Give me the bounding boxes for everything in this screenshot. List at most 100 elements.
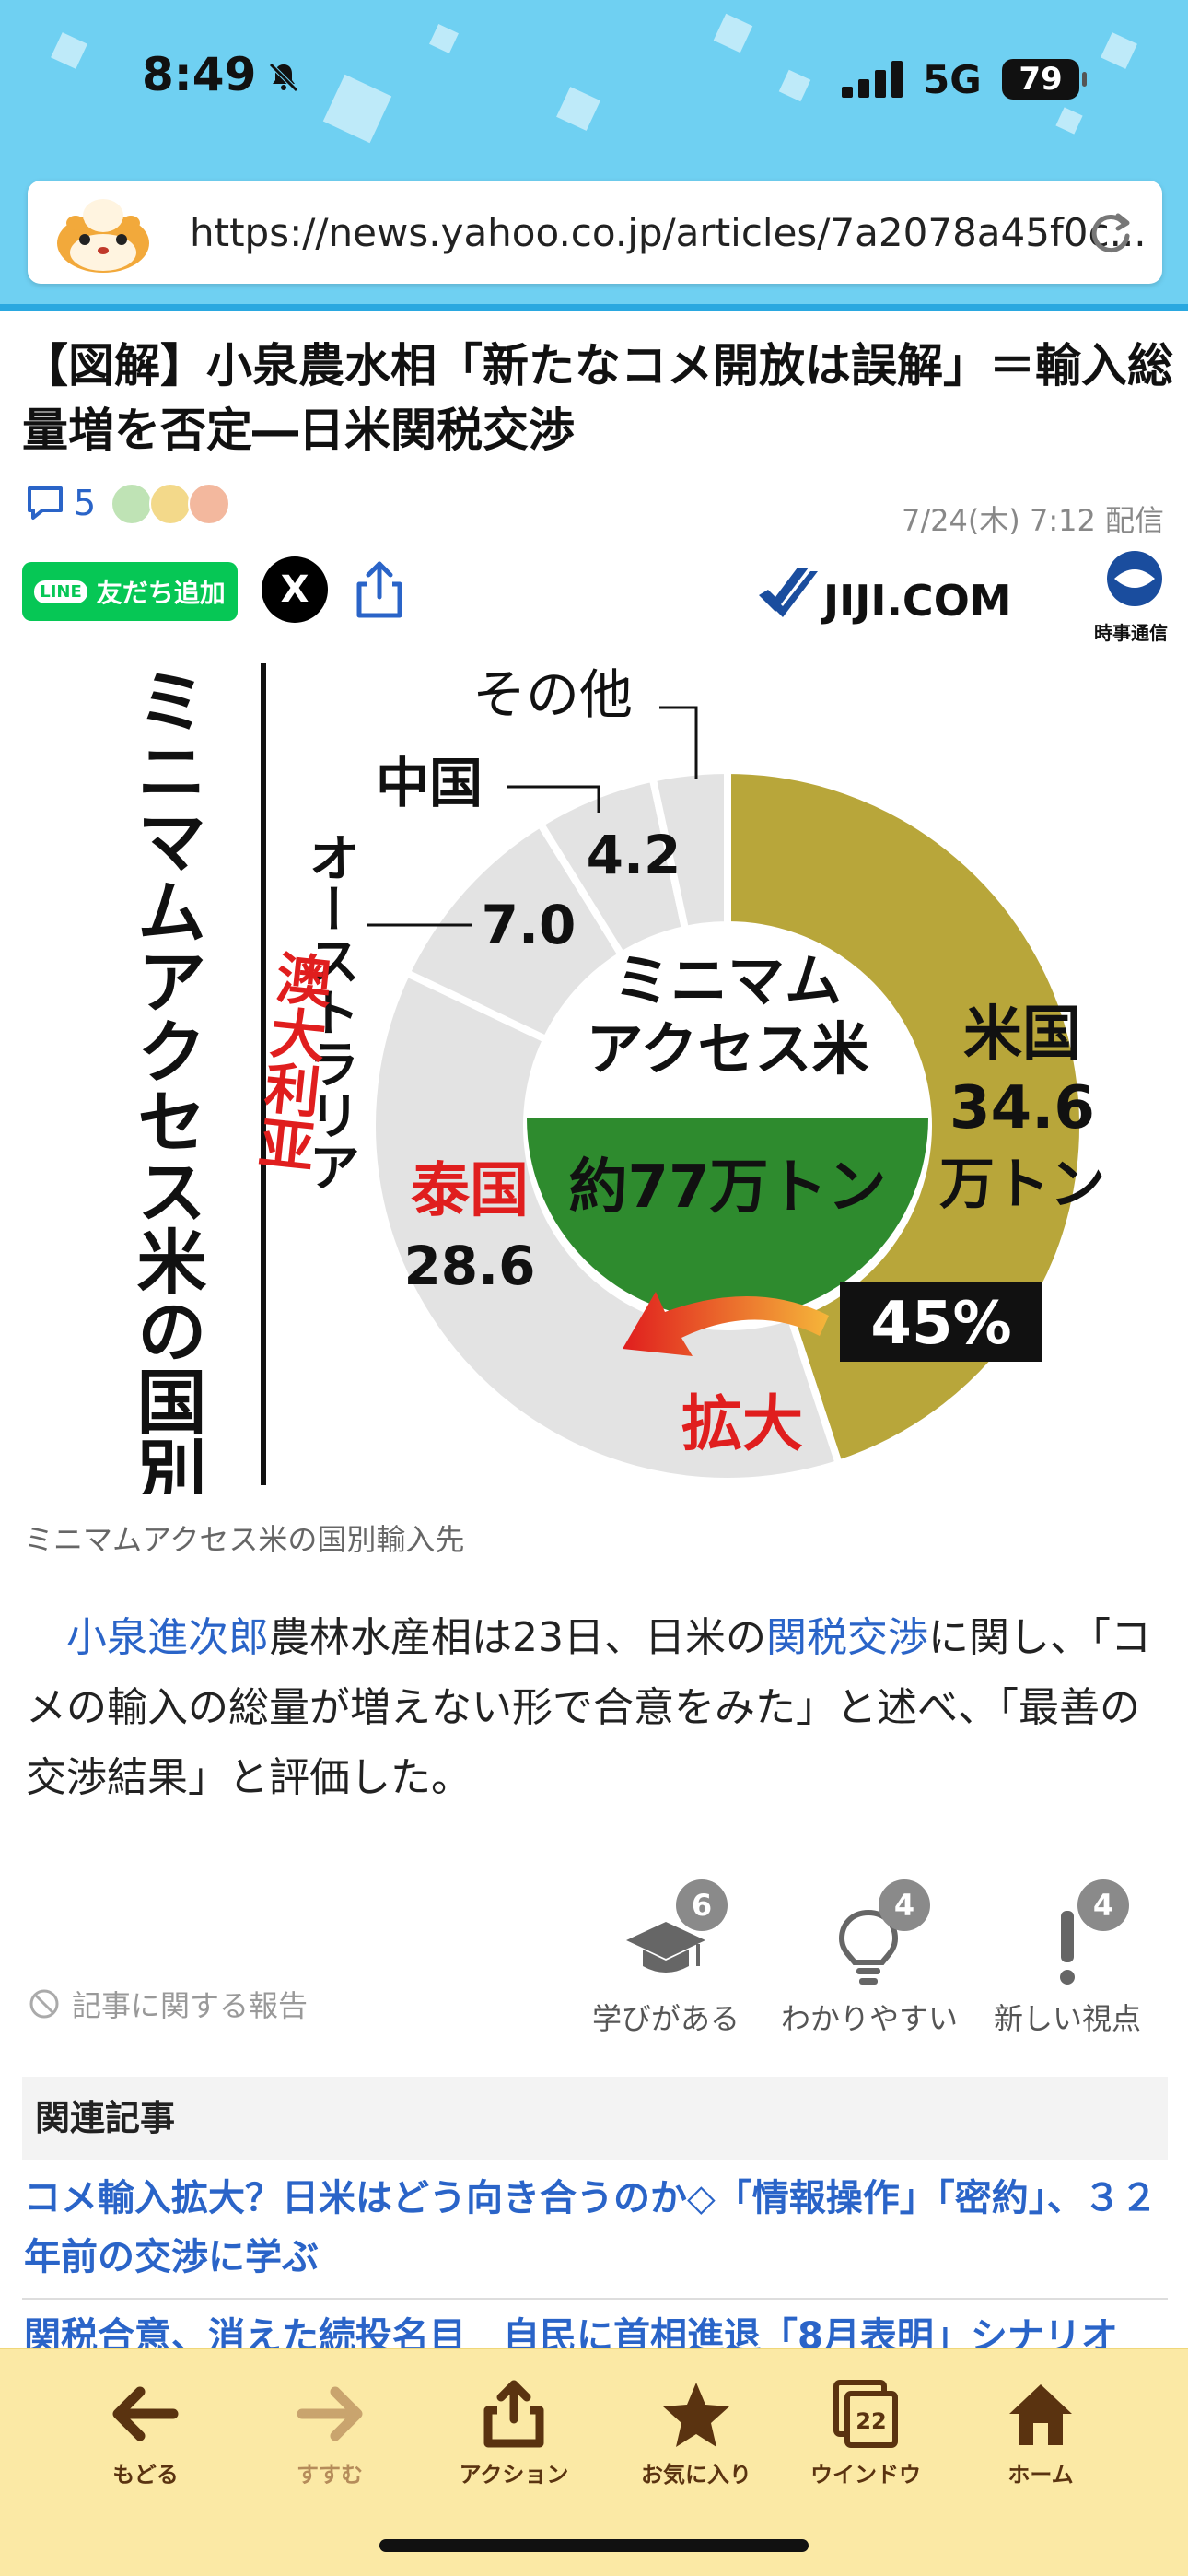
aus-value: 7.0: [482, 894, 577, 956]
related-divider: [22, 2298, 1168, 2300]
forward-button[interactable]: すすむ: [238, 2377, 422, 2488]
status-and-url-band: 8:49 5G 79 https://news.yahoo.co.jp/arti…: [0, 0, 1188, 310]
battery-indicator: 79: [1002, 59, 1087, 100]
thai-value: 28.6: [403, 1235, 535, 1297]
forward-label: すすむ: [297, 2462, 363, 2488]
jiji-press-logo: JIJI.COM 時事通信社: [759, 551, 1168, 644]
other-label: その他: [472, 663, 633, 726]
neutral-face-icon: [149, 483, 192, 525]
link-tariff-negotiation[interactable]: 関税交渉: [766, 1614, 928, 1661]
related-article-link[interactable]: コメ輸入拡大？日米はどう向き合うのか◇「情報操作」「密約」、３２年前の交渉に学ぶ: [24, 2177, 1158, 2278]
reaction-learn-button[interactable]: 6 学びがある: [578, 1879, 753, 2036]
action-button[interactable]: アクション: [422, 2377, 606, 2488]
lead-text-mid: 農林水産相は23日、日米の: [269, 1614, 766, 1661]
home-indicator: [379, 2539, 809, 2552]
related-articles-heading: 関連記事: [22, 2077, 1168, 2160]
reaction-learn-count: 6: [676, 1879, 728, 1931]
favorite-label: お気に入り: [641, 2462, 751, 2488]
article-lead: 小泉進次郎農林水産相は23日、日米の関税交渉に関し、「コメの輸入の総量が増えない…: [26, 1603, 1168, 1813]
exclamation-icon: [1060, 1911, 1075, 1985]
comment-count-link[interactable]: 5: [26, 483, 96, 523]
line-button-label: 友だち追加: [96, 578, 226, 608]
us-label: 米国: [963, 1001, 1081, 1069]
minimum-access-rice-infographic: ミニマムアクセス米の国別輸入先（２０２４年度） ミニマム アクセス米 約77万ト…: [125, 663, 1105, 1494]
smile-face-icon: [111, 483, 153, 525]
donut-center-green: [527, 1118, 928, 1319]
back-label: もどる: [112, 2462, 179, 2488]
status-time: 8:49: [142, 48, 257, 101]
confetti-decoration: [429, 24, 459, 53]
us-unit: 万トン: [939, 1153, 1105, 1217]
thai-label: 泰国: [411, 1157, 529, 1225]
other-leader-line: [659, 706, 698, 779]
window-button[interactable]: 22 ウインドウ: [774, 2377, 958, 2488]
confetti-decoration: [1055, 107, 1083, 135]
reload-icon[interactable]: [1087, 208, 1135, 256]
mascot-guinea-pig-icon: [57, 199, 149, 273]
reaction-new-view-count: 4: [1077, 1879, 1129, 1931]
center-label-1: ミニマム: [613, 947, 842, 1014]
home-label: ホーム: [1007, 2462, 1074, 2488]
comment-count: 5: [74, 483, 97, 523]
aus-label: オーストラリア: [300, 831, 360, 1192]
confetti-decoration: [51, 32, 87, 69]
confetti-decoration: [713, 13, 753, 53]
us-value: 34.6: [949, 1074, 1095, 1142]
prohibit-icon: [29, 1989, 59, 2019]
confetti-decoration: [556, 87, 600, 131]
action-share-icon: [483, 2380, 544, 2448]
home-icon: [1009, 2384, 1072, 2445]
x-logo-icon: X: [280, 568, 309, 611]
reaction-new-view-label: 新しい視点: [993, 2001, 1141, 2036]
related-article-link[interactable]: 関税合意、消えた続投名目 自民に首相進退「8月表明」シナリオ: [24, 2315, 1118, 2348]
jiji-sub-text: 時事通信社: [1094, 622, 1168, 644]
china-value: 4.2: [587, 824, 681, 886]
network-type: 5G: [923, 57, 982, 102]
url-text[interactable]: https://news.yahoo.co.jp/articles/7a2078…: [190, 210, 1147, 255]
favorite-button[interactable]: お気に入り: [604, 2377, 788, 2488]
reaction-clear-button[interactable]: 4 わかりやすい: [781, 1879, 958, 2036]
share-badge: 45%: [870, 1290, 1011, 1358]
x-share-button[interactable]: X: [262, 556, 328, 623]
bottom-toolbar: もどる すすむ アクション お気に入り 22 ウインドウ ホー: [0, 2348, 1188, 2576]
infographic-vertical-title: ミニマムアクセス米の国別輸入先（２０２４年度）: [125, 665, 207, 1494]
comment-icon: [28, 486, 63, 520]
line-add-friend-button[interactable]: LINE 友だち追加: [22, 562, 238, 621]
window-count: 22: [856, 2408, 886, 2434]
confetti-decoration: [778, 69, 811, 102]
share-icon[interactable]: [354, 560, 405, 619]
star-icon: [663, 2383, 729, 2447]
center-total: 約77万トン: [568, 1153, 886, 1222]
china-label: 中国: [376, 752, 483, 814]
reaction-new-view-button[interactable]: 4 新しい視点: [980, 1879, 1155, 2036]
center-label-2: アクセス米: [587, 1015, 869, 1083]
cell-signal-icon: [842, 61, 903, 98]
expand-arrow-icon: [623, 1292, 829, 1356]
share-badge-box: [840, 1282, 1042, 1362]
silent-bell-icon: [269, 63, 298, 92]
reaction-clear-count: 4: [879, 1879, 930, 1931]
publish-date: 7/24(木) 7:12 配信: [901, 503, 1164, 538]
link-koizumi[interactable]: 小泉進次郎: [66, 1614, 269, 1661]
back-button[interactable]: もどる: [53, 2377, 238, 2488]
header-divider: [0, 304, 1188, 311]
jiji-logo-text: JIJI.COM: [821, 576, 1012, 626]
figure-caption: ミニマムアクセス米の国別輸入先: [24, 1522, 465, 1557]
lead-text-post: に関し、「コメの輸入の総量が増えない形で合意をみた」と述べ、「最善の交渉結果」と…: [26, 1614, 1151, 1801]
china-leader-line: [507, 785, 600, 813]
confetti-decoration: [1101, 32, 1137, 69]
window-label: ウインドウ: [810, 2462, 921, 2488]
address-bar[interactable]: https://news.yahoo.co.jp/articles/7a2078…: [28, 181, 1162, 284]
expand-label: 拡大: [681, 1388, 803, 1459]
report-article-link[interactable]: 記事に関する報告: [28, 1983, 308, 2025]
sad-face-icon: [188, 483, 230, 525]
reaction-learn-label: 学びがある: [591, 2001, 740, 2036]
home-button[interactable]: ホーム: [949, 2377, 1133, 2488]
window-stack-icon: 22: [833, 2380, 898, 2448]
confetti-decoration: [322, 74, 392, 144]
graduation-cap-icon: [626, 1922, 705, 1973]
line-icon: LINE: [34, 580, 87, 603]
article-title: 【図解】小泉農水相「新たなコメ開放は誤解」＝輸入総量増を否定―日米関税交渉: [22, 339, 1173, 457]
action-label: アクション: [459, 2462, 569, 2488]
back-arrow-icon: [112, 2386, 179, 2441]
